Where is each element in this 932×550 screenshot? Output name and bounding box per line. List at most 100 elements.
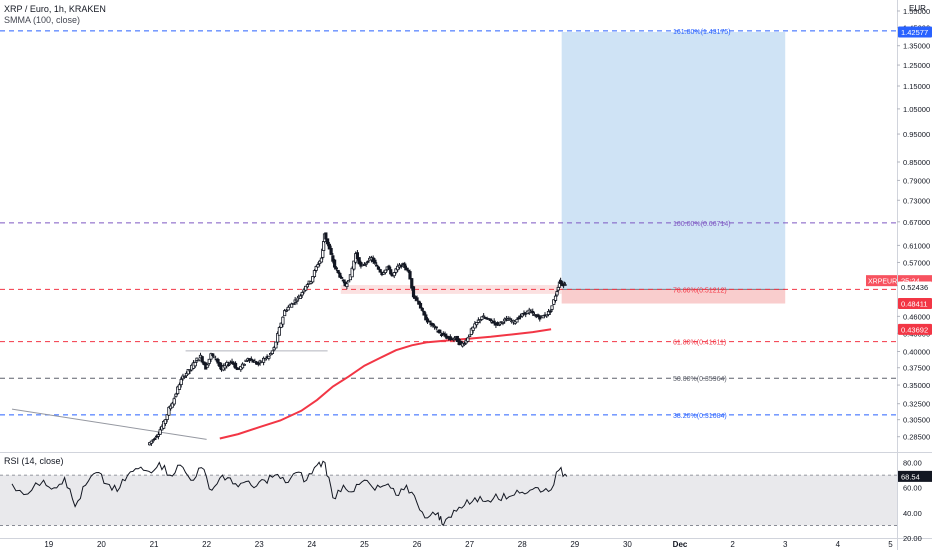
- entry-badge-bg: [898, 298, 932, 310]
- target-zone: [561, 31, 786, 290]
- candle-up: [176, 386, 180, 395]
- candle-up: [532, 314, 537, 316]
- candle-up: [545, 314, 549, 317]
- candle-down: [324, 232, 328, 240]
- candle-down: [417, 300, 421, 305]
- candle-up: [162, 420, 166, 429]
- candle-down: [378, 269, 382, 273]
- candle-down: [216, 358, 220, 364]
- rsi-tick-label: 40.00: [903, 509, 922, 518]
- candle-down: [459, 340, 463, 345]
- target-price-badge: 1.42577: [901, 28, 928, 37]
- candle-down: [422, 310, 426, 316]
- candle-up: [272, 347, 276, 351]
- candle-up: [546, 311, 551, 315]
- candle-up: [468, 334, 472, 338]
- time-tick-label: 4: [836, 540, 841, 549]
- candle-up: [300, 292, 304, 296]
- candle-up: [305, 284, 310, 288]
- candle-up: [281, 316, 285, 325]
- candle-down: [434, 326, 438, 329]
- fib-level-label: 38.20%(0.31084): [673, 413, 727, 420]
- candle-up: [186, 369, 190, 375]
- rsi-label: RSI (14, close): [4, 456, 64, 466]
- rsi-tick-label: 20.00: [903, 534, 922, 543]
- candle-down: [494, 322, 498, 326]
- candle-up: [480, 316, 484, 320]
- candle-down: [325, 238, 330, 245]
- candle-up: [174, 393, 178, 397]
- candle-up: [286, 306, 290, 311]
- price-tick-label: 1.05000: [903, 105, 930, 114]
- candle-up: [151, 439, 155, 442]
- candle-up: [177, 384, 182, 390]
- candle-up: [230, 360, 234, 363]
- candle-up: [195, 357, 199, 361]
- candle-down: [226, 364, 231, 367]
- candle-up: [394, 268, 398, 273]
- time-tick-label: Dec: [673, 540, 688, 549]
- candle-down: [200, 356, 204, 363]
- candle-up: [396, 265, 400, 271]
- candle-up: [184, 372, 189, 377]
- candle-up: [469, 328, 473, 335]
- candle-down: [415, 297, 419, 301]
- candle-up: [304, 285, 308, 291]
- price-tick-label: 0.79000: [903, 176, 930, 185]
- symbol-tag-bg: [866, 275, 897, 287]
- fib-level-label: 78.60%(0.51212): [673, 287, 727, 294]
- price-tick-label: 0.61000: [903, 241, 930, 250]
- candle-down: [411, 286, 416, 298]
- candle-down: [408, 271, 412, 280]
- candle-down: [455, 335, 459, 342]
- candle-up: [225, 362, 229, 367]
- candle-up: [148, 442, 152, 446]
- candle-up: [167, 406, 171, 416]
- time-tick-label: 22: [202, 540, 211, 549]
- candle-up: [283, 310, 287, 317]
- time-tick-label: 21: [150, 540, 159, 549]
- candle-up: [267, 355, 271, 359]
- candle-up: [170, 402, 175, 408]
- candle-up: [197, 359, 201, 362]
- price-tick-label: 1.15000: [903, 82, 930, 91]
- candle-down: [338, 272, 342, 278]
- smma-badge-bg: [898, 323, 932, 335]
- candle-up: [156, 434, 161, 437]
- candle-up: [165, 414, 169, 420]
- candle-down: [443, 333, 447, 337]
- time-tick-label: 19: [44, 540, 53, 549]
- candle-up: [295, 299, 299, 302]
- time-tick-label: 3: [783, 540, 788, 549]
- symbol-title: XRP / Euro, 1h, KRAKEN: [4, 4, 106, 14]
- price-tick-label: 0.30500: [903, 416, 930, 425]
- candle-up: [207, 358, 211, 364]
- candle-up: [362, 264, 367, 266]
- candle-up: [312, 270, 317, 277]
- candle-up: [223, 364, 227, 369]
- candle-up: [541, 315, 545, 319]
- candle-up: [242, 363, 246, 366]
- time-tick-label: 2: [730, 540, 735, 549]
- time-tick-label: 26: [413, 540, 422, 549]
- candle-up: [158, 429, 162, 435]
- candle-up: [473, 323, 477, 329]
- candle-up: [183, 376, 187, 378]
- candle-up: [269, 352, 273, 356]
- rsi-tick-label: 60.00: [903, 484, 922, 493]
- candle-up: [392, 272, 396, 277]
- time-tick-label: 25: [360, 540, 369, 549]
- candle-up: [515, 319, 519, 323]
- candle-up: [311, 276, 315, 283]
- candle-up: [212, 355, 217, 359]
- candle-down: [341, 279, 345, 282]
- fib-level-label: 50.00%(0.35964): [673, 376, 727, 383]
- candle-down: [517, 317, 521, 320]
- time-tick-label: 24: [307, 540, 316, 549]
- candle-up: [270, 350, 274, 354]
- candle-down: [331, 255, 335, 262]
- candle-down: [218, 362, 222, 367]
- candle-down: [538, 316, 542, 320]
- candle-down: [334, 267, 338, 270]
